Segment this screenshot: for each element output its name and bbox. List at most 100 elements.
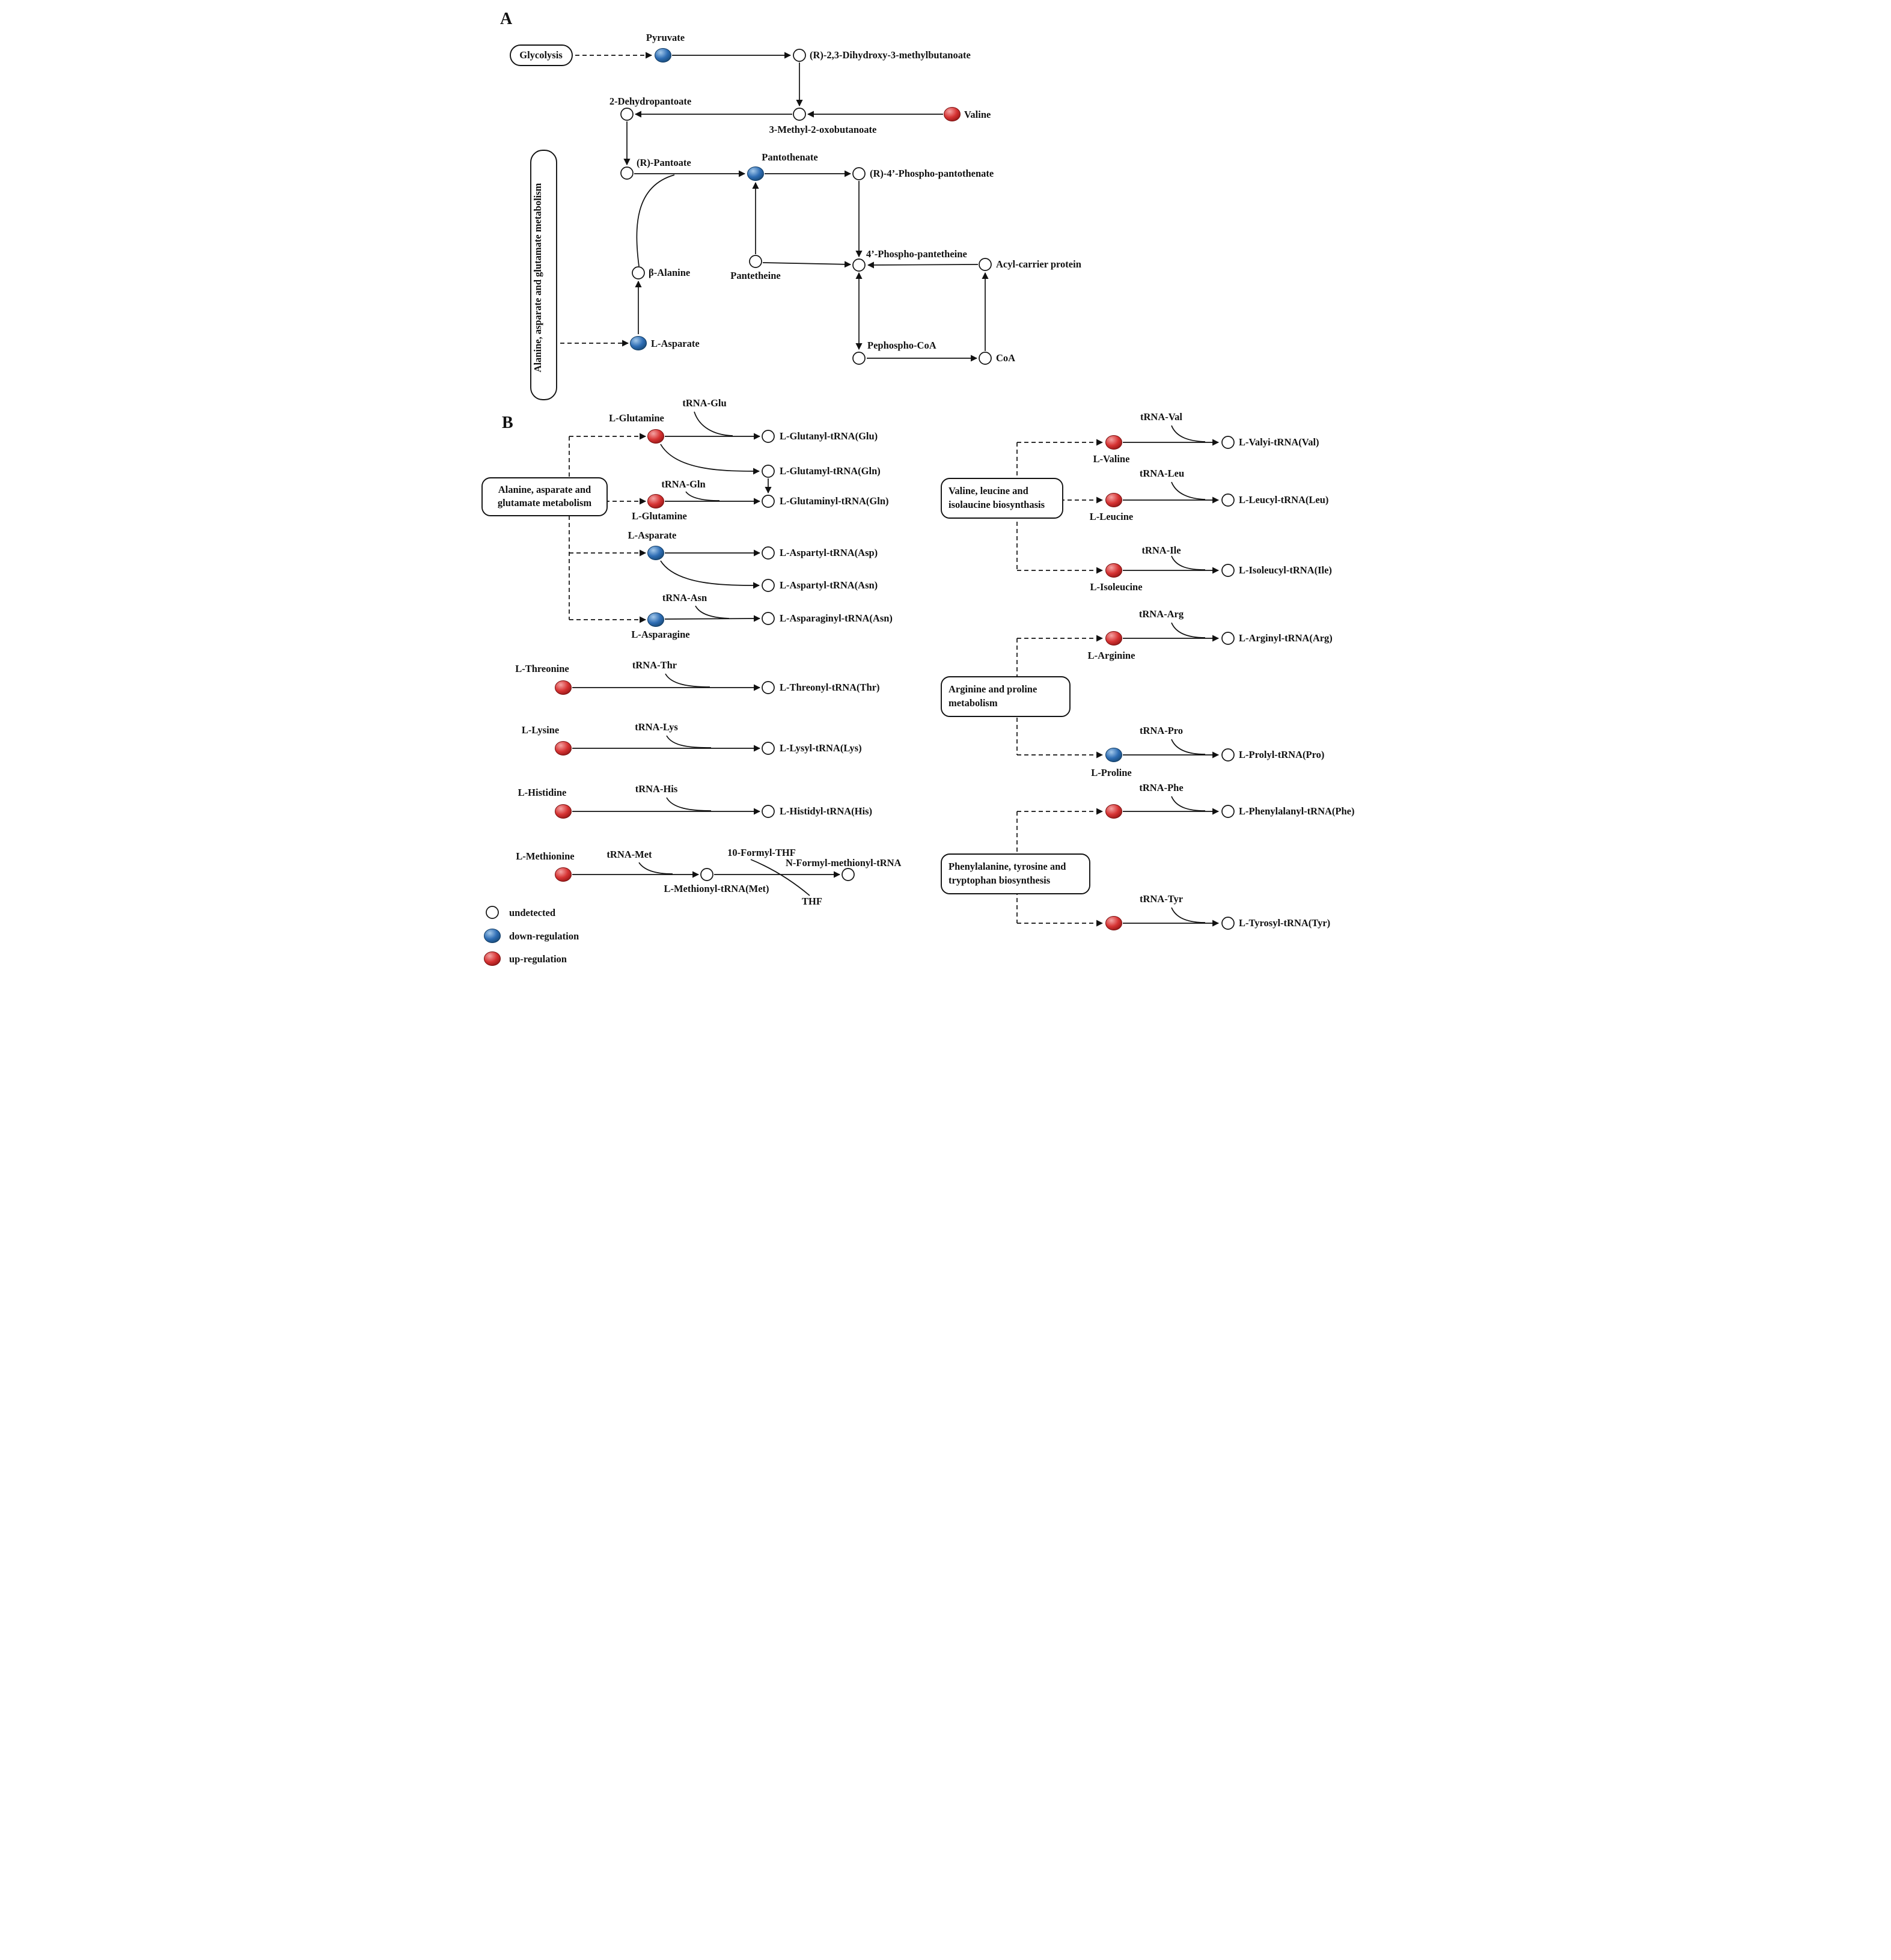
curve-trna-lys — [665, 735, 711, 748]
curve-trna-leu — [1170, 481, 1205, 500]
node-l-leucine — [1105, 493, 1122, 507]
valine-box-line1: Valine, leucine and — [949, 485, 1028, 496]
trna-val-label: tRNA-Val — [1140, 411, 1182, 423]
curve-asparate-aspartylasn — [659, 560, 760, 589]
trna-arg-label: tRNA-Arg — [1138, 608, 1184, 620]
node-asparaginyl — [761, 612, 775, 625]
curve-trna-gln — [685, 491, 719, 501]
pantetheine-label: Pantetheine — [730, 270, 780, 281]
curve-trna-phe — [1170, 796, 1205, 811]
node-pantothenate — [747, 166, 764, 181]
curve-thf — [750, 859, 810, 896]
node-arginyl — [1221, 632, 1235, 645]
l-glutamine2-label: L-Glutamine — [632, 510, 687, 522]
beta-alanine-label: β-Alanine — [649, 267, 690, 278]
trna-phe-label: tRNA-Phe — [1139, 782, 1183, 793]
legend-up-label: up-regulation — [509, 953, 567, 965]
panel-b-tag: B — [502, 414, 513, 432]
node-phospho-pantothenate — [852, 167, 866, 180]
legend-down-icon — [483, 929, 501, 943]
node-tyrosyl — [1221, 917, 1235, 930]
node-l-asparagine — [647, 612, 664, 627]
trna-leu-label: tRNA-Leu — [1139, 468, 1184, 479]
alanine-box — [481, 477, 608, 516]
node-beta-alanine — [631, 266, 645, 279]
curve-trna-thr — [664, 673, 710, 688]
trna-his-label: tRNA-His — [635, 783, 677, 795]
acyl-carrier-label: Acyl-carrier protein — [996, 258, 1081, 270]
glycolysis-box — [509, 44, 573, 66]
node-l-lysine — [554, 741, 572, 756]
glutaminyl-label: L-Glutaminyl-tRNA(Gln) — [780, 495, 889, 507]
node-methionyl — [700, 868, 713, 881]
n-formyl-label: N-Formyl-methionyl-tRNA — [786, 857, 902, 869]
alanine-box-line1: Alanine, asparate and — [498, 484, 590, 495]
dehydropantoate-label: 2-Dehydropantoate — [609, 96, 691, 107]
l-isoleucine-label: L-Isoleucine — [1090, 581, 1142, 593]
pathway-figure: A Glycolysis Pyruvate (R)-2,3-Dihydroxy-… — [481, 10, 1355, 966]
panel-b-right: Valine, leucine and isolaucine biosyntha… — [940, 411, 1355, 930]
node-dehydropantoate — [620, 108, 634, 121]
curve-trna-pro — [1170, 739, 1205, 755]
node-methyl-oxobutanoate — [792, 108, 806, 121]
l-lysine-label: L-Lysine — [521, 724, 558, 736]
legend-up-icon — [483, 951, 501, 966]
isoleucyl-label: L-Isoleucyl-tRNA(Ile) — [1239, 564, 1332, 576]
node-l-threonine — [554, 680, 572, 695]
node-pantetheine — [748, 255, 762, 268]
phenyl-box — [940, 853, 1090, 894]
curve-beta-alanine-merge — [636, 174, 674, 267]
l-glutamine1-label: L-Glutamine — [609, 412, 664, 424]
prolyl-label: L-Prolyl-tRNA(Pro) — [1239, 749, 1324, 760]
node-phe — [1105, 804, 1122, 819]
node-isoleucyl — [1221, 564, 1235, 577]
l-methionine-label: L-Methionine — [516, 850, 574, 862]
aspartyl-asp-label: L-Aspartyl-tRNA(Asp) — [780, 547, 878, 558]
arginine-box-line1: Arginine and proline — [949, 683, 1037, 695]
curve-trna-met — [638, 862, 673, 875]
node-l-isoleucine — [1105, 563, 1122, 578]
node-l-histidine — [554, 804, 572, 819]
methionyl-label: L-Methionyl-tRNA(Met) — [664, 883, 769, 894]
l-histidine-label: L-Histidine — [518, 787, 566, 798]
pyruvate-label: Pyruvate — [646, 32, 684, 43]
leucyl-label: L-Leucyl-tRNA(Leu) — [1239, 494, 1328, 505]
asparaginyl-label: L-Asparaginyl-tRNA(Asn) — [780, 612, 893, 624]
node-l-methionine — [554, 867, 572, 882]
curve-trna-glu — [693, 411, 733, 436]
phenyl-box-line2: tryptophan biosynthesis — [949, 875, 1051, 886]
trna-tyr-label: tRNA-Tyr — [1139, 893, 1182, 905]
phenylalanyl-label: L-Phenylalanyl-tRNA(Phe) — [1239, 805, 1355, 817]
node-histidyl — [761, 805, 775, 818]
trna-asn-label: tRNA-Asn — [662, 592, 706, 603]
curve-trna-his — [665, 797, 711, 811]
arrow-asparagine-asparaginyl — [664, 615, 760, 622]
l-arginine-label: L-Arginine — [1087, 650, 1135, 661]
phospho-pantothenate-label: (R)-4’-Phospho-pantothenate — [870, 168, 994, 179]
node-l-arginine — [1105, 631, 1122, 646]
node-l-asparate-a — [629, 336, 647, 350]
node-pantoate — [620, 166, 634, 180]
node-l-asparate-b — [647, 546, 664, 560]
thf-label: THF — [802, 896, 822, 907]
node-n-formyl — [841, 868, 855, 881]
panel-a-tag: A — [500, 10, 513, 28]
trna-thr-label: tRNA-Thr — [632, 659, 676, 671]
methyl-oxobutanoate-label: 3-Methyl-2-oxobutanoate — [769, 124, 876, 135]
glutanyl-label: L-Glutanyl-tRNA(Glu) — [780, 430, 878, 442]
node-l-glutamine2 — [647, 494, 664, 508]
node-prolyl — [1221, 748, 1235, 762]
arginine-box — [940, 676, 1071, 717]
curve-trna-tyr — [1170, 907, 1205, 923]
node-glutanyl — [761, 430, 775, 443]
valine-box — [940, 478, 1063, 519]
l-threonine-label: L-Threonine — [515, 663, 569, 674]
curve-trna-arg — [1170, 622, 1205, 638]
phenyl-box-line1: Phenylalanine, tyrosine and — [949, 861, 1066, 872]
node-dephospho-coa — [852, 352, 866, 365]
phospho-pantetheine-label: 4’-Phospho-pantetheine — [866, 248, 967, 260]
coa-label: CoA — [996, 352, 1015, 364]
node-l-valine — [1105, 435, 1122, 450]
l-valine-label: L-Valine — [1093, 453, 1129, 465]
curve-trna-asn — [694, 605, 729, 619]
